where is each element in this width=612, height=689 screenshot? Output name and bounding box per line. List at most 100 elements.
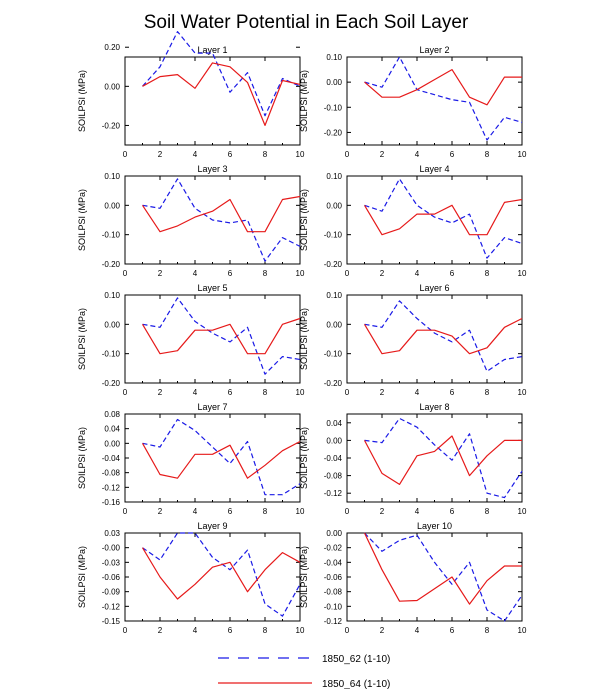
y-tick-label: 0.10 [104,172,120,181]
series-line-1850-64 [141,547,301,600]
x-tick-label: 4 [415,626,420,635]
y-tick-label: 0.20 [104,43,120,52]
y-axis-label: SOILPSI (MPa) [77,70,87,132]
y-tick-label: -0.20 [102,260,121,269]
y-tick-label: -0.04 [324,454,343,463]
y-tick-label: 0.10 [326,291,342,300]
y-tick-label: -0.12 [324,617,343,626]
x-tick-label: 10 [518,388,527,397]
y-tick-label: 0.00 [326,436,342,445]
x-tick-label: 0 [345,150,350,159]
panel-layer-10: Layer 10 SOILPSI (MPa) 0 2 4 6 8 10 -0.12 -0.10 -0… [299,521,527,635]
series-line-1850-62 [142,297,301,375]
series-line-1850-62 [364,56,523,141]
y-tick-label: -0.10 [324,231,343,240]
plot-frame [346,532,523,622]
y-tick-label: -0.04 [102,454,121,463]
y-axis-label: SOILPSI (MPa) [77,308,87,370]
legend-label-1850-62: 1850_62 (1-10) [322,654,390,665]
series-line-1850-64 [363,532,522,605]
x-tick-label: 6 [228,507,233,516]
x-tick-label: 0 [345,269,350,278]
panel-layer-4: Layer 4 SOILPSI (MPa) 0 2 4 6 8 10 -0.20 -0.10 0.0… [299,164,527,278]
x-tick-label: 0 [123,388,128,397]
y-axis-label: SOILPSI (MPa) [299,427,309,489]
x-tick-label: 2 [380,269,385,278]
series-line-1850-62 [142,532,301,617]
y-tick-label: -0.15 [102,617,121,626]
x-tick-label: 10 [296,150,305,159]
y-tick-label: -0.03 [102,558,121,567]
y-tick-label: -0.10 [102,350,121,359]
x-tick-label: 8 [485,269,490,278]
legend: 1850_62 (1-10) 1850_64 (1-10) [218,654,390,689]
panel-title: Layer 9 [197,521,227,531]
y-tick-label: -0.08 [324,588,343,597]
x-tick-label: 6 [228,626,233,635]
y-tick-label: -0.06 [324,573,343,582]
panel-title: Layer 4 [419,164,449,174]
x-tick-label: 10 [518,507,527,516]
x-tick-label: 2 [158,626,163,635]
y-tick-label: 0.04 [326,419,342,428]
x-tick-label: 8 [263,269,268,278]
panel-layer-3: Layer 3 SOILPSI (MPa) 0 2 4 6 8 10 -0.20 -0.10 0.0… [77,164,305,278]
x-tick-label: 4 [193,507,198,516]
legend-label-1850-64: 1850_64 (1-10) [322,679,390,689]
y-tick-label: -0.20 [102,379,121,388]
x-tick-label: 4 [415,388,420,397]
x-tick-label: 8 [485,507,490,516]
x-tick-label: 2 [158,507,163,516]
x-tick-label: 2 [380,626,385,635]
x-tick-label: 6 [450,507,455,516]
y-tick-label: -0.10 [324,103,343,112]
x-tick-label: 6 [450,269,455,278]
y-tick-label: 0.00 [104,439,120,448]
series-line-1850-62 [142,418,301,496]
y-tick-label: 0.00 [326,78,342,87]
x-tick-label: 0 [123,269,128,278]
x-tick-label: 6 [450,388,455,397]
y-tick-label: 0.10 [326,53,342,62]
y-tick-label: -0.00 [102,544,121,553]
y-axis-label: SOILPSI (MPa) [299,546,309,608]
y-tick-label: 0.10 [326,172,342,181]
y-tick-label: -0.02 [324,544,343,553]
panel-grid: Layer 1 SOILPSI (MPa) 0 2 4 6 8 10 -0.20 0.00 0.20… [77,31,527,635]
y-tick-label: 0.00 [326,201,342,210]
y-axis-label: SOILPSI (MPa) [299,308,309,370]
x-tick-label: 8 [485,626,490,635]
panel-layer-6: Layer 6 SOILPSI (MPa) 0 2 4 6 8 10 -0.20 -0.10 0.0… [299,283,527,397]
x-tick-label: 10 [518,150,527,159]
y-axis-label: SOILPSI (MPa) [299,70,309,132]
panel-title: Layer 1 [197,45,227,55]
y-tick-label: -0.06 [102,573,121,582]
y-tick-label: 0.10 [104,291,120,300]
y-tick-label: -0.20 [324,128,343,137]
x-tick-label: 2 [380,388,385,397]
y-axis-label: SOILPSI (MPa) [77,427,87,489]
x-tick-label: 4 [193,269,198,278]
y-axis-label: SOILPSI (MPa) [77,189,87,251]
x-tick-label: 10 [518,269,527,278]
x-tick-label: 0 [123,626,128,635]
x-tick-label: 4 [415,269,420,278]
y-tick-label: -0.08 [324,472,343,481]
x-tick-label: 6 [450,626,455,635]
y-tick-label: -0.12 [324,489,343,498]
y-tick-label: -0.12 [102,483,121,492]
y-tick-label: 0.08 [104,410,120,419]
y-tick-label: -0.20 [324,260,343,269]
x-tick-label: 4 [193,150,198,159]
y-tick-label: -0.10 [324,602,343,611]
x-tick-label: 2 [380,150,385,159]
series-line-1850-62 [364,417,523,499]
x-tick-label: 4 [415,507,420,516]
x-tick-label: 10 [296,626,305,635]
panel-layer-9: Layer 9 SOILPSI (MPa) 0 2 4 6 8 10 -0.15 -0.12 -0.… [77,521,305,635]
panel-layer-5: Layer 5 SOILPSI (MPa) 0 2 4 6 8 10 -0.20 -0.10 0.0… [77,283,305,397]
panel-title: Layer 7 [197,402,227,412]
panel-title: Layer 2 [419,45,449,55]
x-tick-label: 4 [193,388,198,397]
